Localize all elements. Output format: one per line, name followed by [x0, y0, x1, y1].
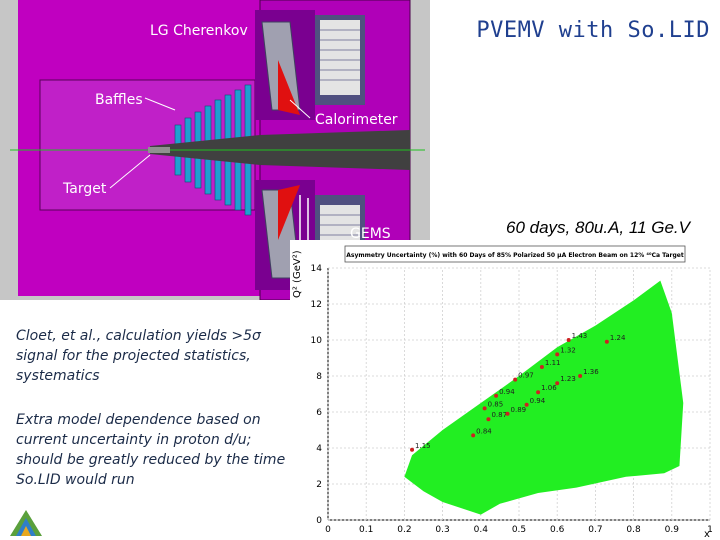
y-tick-label: 0 [316, 516, 322, 526]
data-label: 0.89 [511, 406, 527, 414]
data-label: 1.36 [583, 368, 599, 376]
data-label: 0.94 [499, 388, 515, 396]
data-label: 0.94 [530, 397, 546, 405]
x-tick-label: 0.7 [588, 525, 602, 535]
data-label: 0.85 [488, 400, 504, 408]
label-baffles: Baffles [95, 92, 143, 108]
data-point [539, 365, 544, 369]
label-calorimeter: Calorimeter [315, 112, 398, 128]
data-point [482, 406, 487, 411]
x-tick-label: 0 [325, 525, 331, 535]
kinematic-plot: Asymmetry Uncertainty (%) with 60 Days o… [290, 240, 720, 540]
x-tick-label: 0.2 [397, 525, 411, 535]
x-tick-label: 1 [707, 525, 713, 535]
data-point [513, 377, 518, 382]
data-point [524, 402, 529, 407]
data-point [578, 374, 583, 378]
label-cherenkov: LG Cherenkov [150, 23, 248, 39]
label-gems: GEMS [350, 226, 391, 242]
x-tick-label: 0.3 [435, 525, 449, 535]
y-tick-label: 14 [311, 264, 323, 274]
y-tick-label: 6 [316, 408, 322, 418]
data-point [486, 417, 491, 422]
data-label: 1.06 [541, 384, 557, 392]
data-point [494, 393, 499, 398]
data-point [536, 390, 541, 395]
slide-title: PVEMV with So.LID [476, 18, 710, 43]
data-point [505, 411, 510, 416]
x-tick-label: 0.9 [665, 525, 680, 535]
slide-subtitle: 60 days, 80u.A, 11 Ge.V [506, 218, 690, 237]
note-calculation: Cloet, et al., calculation yields >5σ si… [16, 328, 261, 384]
data-label: 1.43 [572, 332, 588, 340]
y-tick-label: 4 [316, 444, 322, 454]
data-point [471, 433, 476, 438]
data-label: 1.32 [560, 346, 576, 354]
data-label: 1.24 [610, 334, 626, 342]
y-axis-label: Q² (GeV²) [292, 250, 303, 298]
data-label: 0.84 [476, 427, 492, 435]
data-label: 0.87 [491, 411, 507, 419]
data-point [566, 338, 571, 342]
x-tick-label: 0.5 [512, 525, 526, 535]
data-point [555, 381, 560, 386]
data-point [410, 447, 415, 452]
plot-header: Asymmetry Uncertainty (%) with 60 Days o… [346, 252, 684, 259]
coverage-region [404, 280, 684, 515]
y-tick-label: 10 [311, 336, 323, 346]
x-tick-label: 0.4 [474, 525, 489, 535]
data-label: 1.15 [415, 442, 431, 450]
x-axis-label: x [704, 529, 710, 540]
y-tick-label: 8 [316, 372, 322, 382]
data-label: 0.97 [518, 372, 534, 380]
label-target: Target [62, 181, 107, 197]
y-tick-label: 2 [316, 480, 322, 490]
data-point [604, 339, 609, 344]
data-point [555, 352, 560, 357]
x-tick-label: 0.1 [359, 525, 373, 535]
data-label: 1.23 [560, 375, 576, 383]
y-tick-label: 12 [311, 300, 322, 310]
lab-logo [10, 510, 42, 536]
x-tick-label: 0.6 [550, 525, 565, 535]
x-tick-label: 0.8 [626, 525, 641, 535]
data-label: 1.11 [545, 359, 561, 367]
note-model-dependence: Extra model dependence based on current … [16, 412, 286, 488]
